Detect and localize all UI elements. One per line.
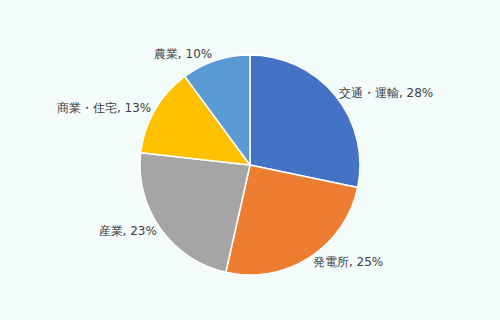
svg-text:商業・住宅, 13%: 商業・住宅, 13% [57, 101, 151, 115]
svg-text:発電所, 25%: 発電所, 25% [313, 255, 383, 269]
svg-text:交通・運輸, 28%: 交通・運輸, 28% [339, 86, 433, 100]
svg-text:産業, 23%: 産業, 23% [99, 224, 157, 238]
svg-text:農業, 10%: 農業, 10% [154, 47, 212, 61]
